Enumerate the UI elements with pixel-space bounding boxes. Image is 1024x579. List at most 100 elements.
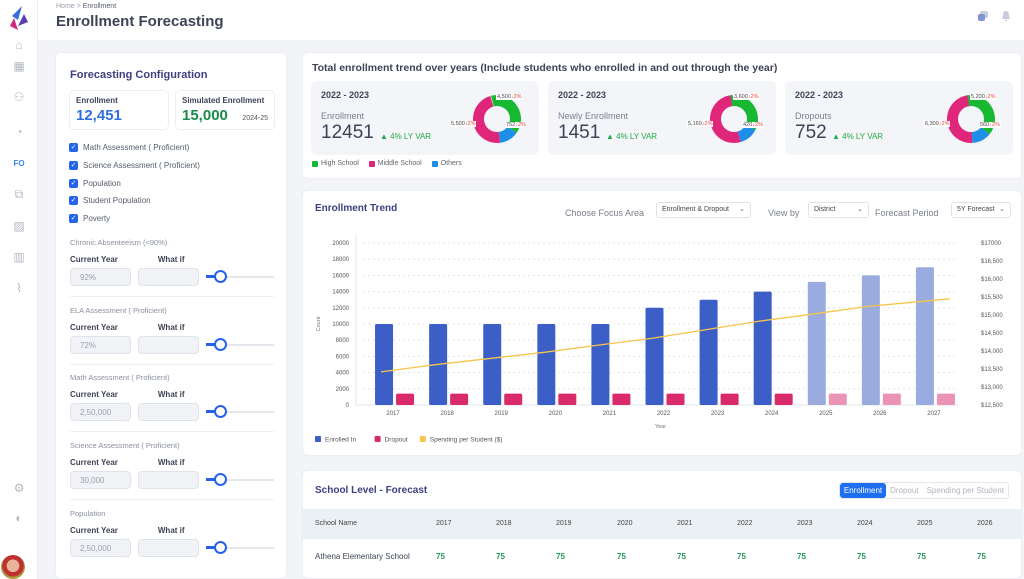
bar-enrolled-2027[interactable] [915, 267, 934, 405]
column-header[interactable]: 2019 [556, 520, 572, 527]
checkbox-item[interactable]: ✓ Poverty [69, 214, 110, 224]
donut-label: 4,500↓2% [496, 94, 523, 100]
focus-area-select[interactable]: Enrollment & Dropout ⌄ [656, 202, 751, 218]
table-header: School Name 2017 2018 2019 2020 2021 2022 2023 2… [303, 509, 1022, 539]
bar-enrolled-2024[interactable] [753, 291, 772, 405]
breadcrumb-home[interactable]: Home [56, 3, 75, 10]
column-header[interactable]: 2023 [797, 520, 813, 527]
tab-spending[interactable]: Spending per Student [926, 486, 1004, 495]
lock-icon[interactable]: ⌂ [15, 38, 23, 52]
value-cell: 75 [496, 552, 505, 561]
bar-dropout-2025[interactable] [828, 393, 847, 405]
column-header[interactable]: 2017 [436, 520, 452, 527]
column-header[interactable]: School Name [315, 520, 358, 527]
donut-slice-high-school [728, 95, 758, 130]
app-logo[interactable] [4, 4, 34, 34]
checkbox-item[interactable]: ✓ Math Assessment ( Proficient) [69, 143, 189, 152]
checkbox-checked-icon[interactable]: ✓ [69, 178, 78, 188]
column-header[interactable]: 2022 [737, 520, 753, 527]
divider [70, 431, 274, 433]
image-icon[interactable]: ▨ [13, 219, 25, 233]
what-if-input[interactable] [138, 268, 199, 286]
users-icon[interactable]: ⚇ [13, 90, 25, 104]
what-if-slider[interactable] [206, 473, 274, 487]
checkbox-item[interactable]: ✓ Population [69, 178, 121, 188]
what-if-input[interactable] [138, 538, 199, 557]
donut-slice-middle-school [710, 95, 741, 143]
donut-slice-others [498, 126, 517, 143]
slider-handle[interactable] [214, 405, 227, 419]
checkbox-item[interactable]: ✓ Student Population [69, 196, 151, 206]
what-if-slider[interactable] [206, 270, 274, 283]
current-year-input[interactable]: 2,50,000 [70, 403, 131, 422]
checkbox-checked-icon[interactable]: ✓ [69, 214, 78, 224]
tab-dropout[interactable]: Dropout [890, 486, 919, 495]
bar-dropout-2024[interactable] [774, 393, 793, 405]
bar-enrolled-2017[interactable] [375, 324, 394, 405]
line-chart-icon[interactable]: ⌇ [16, 281, 22, 295]
slider-handle[interactable] [214, 540, 227, 554]
avatar[interactable] [1, 555, 25, 579]
tab-enrollment[interactable]: Enrollment [839, 483, 887, 498]
column-header[interactable]: 2020 [617, 520, 633, 527]
bar-dropout-2019[interactable] [504, 393, 523, 405]
table-row[interactable]: Athena Elementary School 75 75 75 75 75 75 75 75… [303, 541, 1022, 571]
fo-badge[interactable]: FO [13, 158, 25, 168]
what-if-slider[interactable] [206, 337, 274, 351]
bar-dropout-2021[interactable] [612, 393, 631, 405]
bar-enrolled-2021[interactable] [591, 324, 610, 405]
bar-enrolled-2022[interactable] [645, 307, 664, 405]
bar-enrolled-2026[interactable] [861, 275, 880, 405]
current-year-input[interactable]: 2,50,000 [70, 538, 131, 557]
line-spending[interactable] [380, 298, 951, 373]
column-header[interactable]: 2024 [857, 520, 873, 527]
checkbox-label: Population [83, 178, 121, 188]
bar-chart-icon[interactable]: ▥ [13, 250, 25, 264]
grid-icon[interactable]: ▦ [13, 59, 25, 73]
what-if-slider[interactable] [206, 405, 274, 419]
section-column-labels: Current Year What if [70, 323, 274, 332]
bar-enrolled-2025[interactable] [807, 281, 826, 405]
slider-handle[interactable] [214, 270, 227, 283]
bar-enrolled-2019[interactable] [483, 324, 502, 405]
column-header[interactable]: 2025 [917, 520, 933, 527]
column-header[interactable]: 2018 [496, 520, 512, 527]
timer-icon[interactable]: ◔ [15, 125, 23, 139]
theme-icon[interactable]: ◐ [15, 511, 23, 525]
checkbox-checked-icon[interactable]: ✓ [69, 143, 78, 152]
bar-dropout-2026[interactable] [882, 393, 901, 405]
slider-handle[interactable] [214, 473, 227, 487]
current-year-input[interactable]: 30,000 [70, 471, 131, 490]
current-year-input[interactable]: 72% [70, 335, 131, 354]
legend-label: Enrolled In [325, 437, 356, 444]
checkbox-checked-icon[interactable]: ✓ [69, 196, 78, 206]
bar-enrolled-2020[interactable] [537, 324, 556, 405]
simulated-stat-label: Simulated Enrollment [182, 96, 265, 105]
settings-icon[interactable]: ⚙ [13, 481, 25, 495]
checkbox-item[interactable]: ✓ Science Assessment ( Proficient) [69, 160, 200, 170]
column-header[interactable]: 2026 [977, 520, 993, 527]
slider-handle[interactable] [214, 337, 227, 351]
column-header[interactable]: 2021 [677, 520, 693, 527]
what-if-slider[interactable] [206, 540, 274, 554]
bar-dropout-2017[interactable] [396, 393, 415, 405]
view-by-select[interactable]: District ⌄ [808, 202, 869, 218]
bar-dropout-2027[interactable] [936, 393, 955, 405]
what-if-input[interactable] [138, 403, 199, 422]
bar-enrolled-2023[interactable] [699, 299, 718, 405]
y-tick-label: 8000 [336, 338, 350, 344]
forecast-period-select[interactable]: 5Y Forecast ⌄ [951, 202, 1011, 218]
messages-icon[interactable] [977, 10, 989, 22]
bar-dropout-2022[interactable] [666, 393, 685, 405]
checkbox-checked-icon[interactable]: ✓ [69, 160, 78, 170]
config-section: Population Current Year What if 2,50,000 [70, 509, 274, 557]
what-if-input[interactable] [138, 471, 199, 490]
bar-dropout-2018[interactable] [450, 393, 469, 405]
bar-dropout-2020[interactable] [558, 393, 577, 405]
what-if-input[interactable] [138, 335, 199, 354]
current-year-input[interactable]: 92% [70, 268, 131, 286]
donut-label-change: ↓2% [938, 121, 950, 127]
bar-dropout-2023[interactable] [720, 393, 739, 405]
bell-icon[interactable] [1000, 10, 1012, 22]
copy-icon[interactable]: ⧉ [14, 186, 24, 201]
